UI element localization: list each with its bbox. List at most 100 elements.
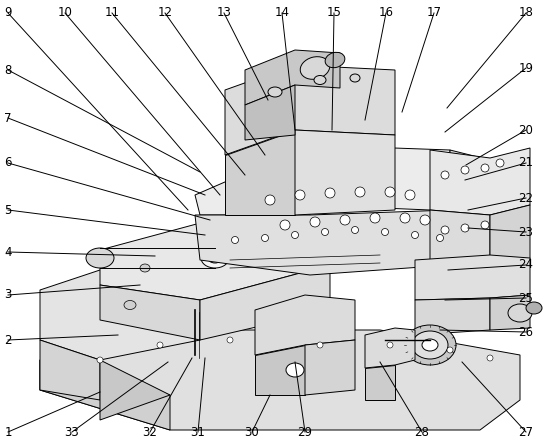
Circle shape: [370, 213, 380, 223]
Polygon shape: [365, 328, 415, 368]
Text: 1: 1: [4, 426, 12, 439]
Circle shape: [317, 342, 323, 348]
Text: 24: 24: [518, 258, 534, 271]
Polygon shape: [490, 205, 530, 270]
Circle shape: [292, 232, 299, 238]
Text: 28: 28: [415, 426, 429, 439]
Text: 23: 23: [518, 225, 534, 238]
Polygon shape: [40, 270, 200, 360]
Circle shape: [381, 228, 388, 236]
Polygon shape: [40, 340, 100, 400]
Circle shape: [441, 226, 449, 234]
Circle shape: [325, 188, 335, 198]
Text: 19: 19: [518, 61, 534, 74]
Text: 2: 2: [4, 333, 12, 346]
Circle shape: [265, 195, 275, 205]
Ellipse shape: [404, 325, 456, 365]
Text: 30: 30: [245, 426, 259, 439]
Polygon shape: [100, 360, 170, 420]
Ellipse shape: [526, 302, 542, 314]
Text: 6: 6: [4, 156, 12, 169]
Text: 7: 7: [4, 112, 12, 125]
Circle shape: [340, 215, 350, 225]
Polygon shape: [255, 345, 305, 395]
Ellipse shape: [300, 57, 330, 79]
Ellipse shape: [412, 331, 448, 359]
Text: 11: 11: [104, 7, 120, 20]
Circle shape: [436, 234, 443, 241]
Circle shape: [400, 213, 410, 223]
Polygon shape: [100, 285, 200, 340]
Polygon shape: [245, 50, 340, 105]
Circle shape: [487, 355, 493, 361]
Polygon shape: [305, 340, 355, 395]
Text: 21: 21: [518, 156, 534, 169]
Circle shape: [496, 159, 504, 167]
Polygon shape: [245, 85, 295, 140]
Circle shape: [157, 342, 163, 348]
Text: 9: 9: [4, 7, 12, 20]
Text: 13: 13: [217, 7, 231, 20]
Ellipse shape: [268, 87, 282, 97]
Text: 15: 15: [326, 7, 342, 20]
Circle shape: [387, 342, 393, 348]
Circle shape: [280, 220, 290, 230]
Polygon shape: [225, 65, 395, 155]
Polygon shape: [295, 130, 395, 215]
Circle shape: [385, 187, 395, 197]
Text: 27: 27: [518, 426, 534, 439]
Ellipse shape: [325, 52, 345, 68]
Circle shape: [461, 166, 469, 174]
Circle shape: [351, 227, 358, 233]
Circle shape: [481, 221, 489, 229]
Ellipse shape: [422, 339, 438, 351]
Circle shape: [405, 190, 415, 200]
Polygon shape: [225, 130, 295, 215]
Text: 12: 12: [158, 7, 172, 20]
Polygon shape: [450, 150, 490, 215]
Circle shape: [481, 164, 489, 172]
Circle shape: [461, 224, 469, 232]
Text: 14: 14: [275, 7, 289, 20]
Polygon shape: [40, 360, 170, 430]
Text: 26: 26: [518, 326, 534, 339]
Polygon shape: [415, 255, 530, 300]
Ellipse shape: [208, 253, 222, 263]
Text: 32: 32: [143, 426, 157, 439]
Text: 33: 33: [65, 426, 79, 439]
Ellipse shape: [140, 264, 150, 272]
Circle shape: [355, 187, 365, 197]
Circle shape: [232, 237, 238, 244]
Circle shape: [310, 217, 320, 227]
Ellipse shape: [201, 248, 229, 268]
Ellipse shape: [350, 74, 360, 82]
Text: 20: 20: [518, 124, 534, 137]
Polygon shape: [415, 298, 490, 335]
Circle shape: [227, 337, 233, 343]
Text: 17: 17: [426, 7, 442, 20]
Circle shape: [441, 171, 449, 179]
Ellipse shape: [314, 76, 326, 85]
Polygon shape: [195, 210, 490, 275]
Polygon shape: [365, 365, 395, 400]
Text: 16: 16: [379, 7, 393, 20]
Polygon shape: [100, 215, 330, 300]
Polygon shape: [255, 295, 355, 355]
Ellipse shape: [286, 363, 304, 377]
Text: 18: 18: [518, 7, 534, 20]
Circle shape: [295, 190, 305, 200]
Text: 31: 31: [190, 426, 206, 439]
Polygon shape: [200, 265, 330, 340]
Polygon shape: [430, 210, 490, 270]
Circle shape: [262, 234, 269, 241]
Circle shape: [322, 228, 329, 236]
Text: 25: 25: [518, 292, 534, 305]
Text: 10: 10: [58, 7, 72, 20]
Polygon shape: [430, 148, 530, 215]
Ellipse shape: [508, 304, 532, 322]
Polygon shape: [195, 145, 450, 215]
Polygon shape: [490, 295, 530, 330]
Text: 8: 8: [4, 64, 11, 77]
Text: 5: 5: [4, 203, 11, 216]
Circle shape: [411, 232, 418, 238]
